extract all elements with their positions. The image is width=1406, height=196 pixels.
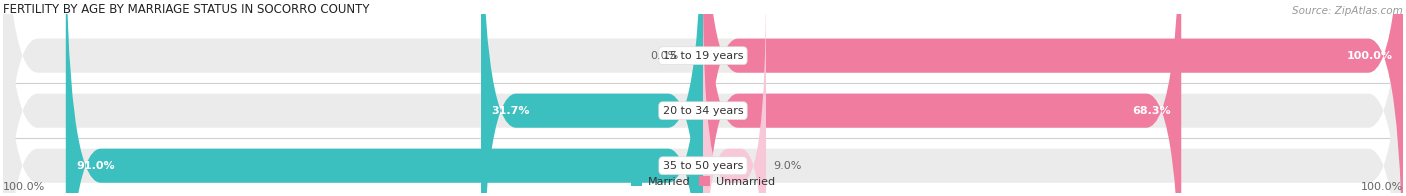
- FancyBboxPatch shape: [481, 0, 703, 196]
- FancyBboxPatch shape: [66, 0, 703, 196]
- Legend: Married, Unmarried: Married, Unmarried: [627, 172, 779, 191]
- FancyBboxPatch shape: [703, 0, 1403, 196]
- Text: 35 to 50 years: 35 to 50 years: [662, 161, 744, 171]
- Text: 91.0%: 91.0%: [76, 161, 115, 171]
- Text: 100.0%: 100.0%: [1361, 181, 1403, 191]
- Text: FERTILITY BY AGE BY MARRIAGE STATUS IN SOCORRO COUNTY: FERTILITY BY AGE BY MARRIAGE STATUS IN S…: [3, 3, 370, 16]
- Text: 15 to 19 years: 15 to 19 years: [662, 51, 744, 61]
- Text: 0.0%: 0.0%: [650, 51, 679, 61]
- FancyBboxPatch shape: [703, 0, 766, 196]
- Text: 68.3%: 68.3%: [1132, 106, 1171, 116]
- FancyBboxPatch shape: [3, 0, 1403, 196]
- Text: Source: ZipAtlas.com: Source: ZipAtlas.com: [1292, 6, 1403, 16]
- FancyBboxPatch shape: [703, 0, 1181, 196]
- FancyBboxPatch shape: [3, 0, 1403, 196]
- Text: 20 to 34 years: 20 to 34 years: [662, 106, 744, 116]
- Text: 100.0%: 100.0%: [3, 181, 45, 191]
- Text: 31.7%: 31.7%: [492, 106, 530, 116]
- Text: 100.0%: 100.0%: [1347, 51, 1393, 61]
- Text: 9.0%: 9.0%: [773, 161, 801, 171]
- FancyBboxPatch shape: [3, 0, 1403, 196]
